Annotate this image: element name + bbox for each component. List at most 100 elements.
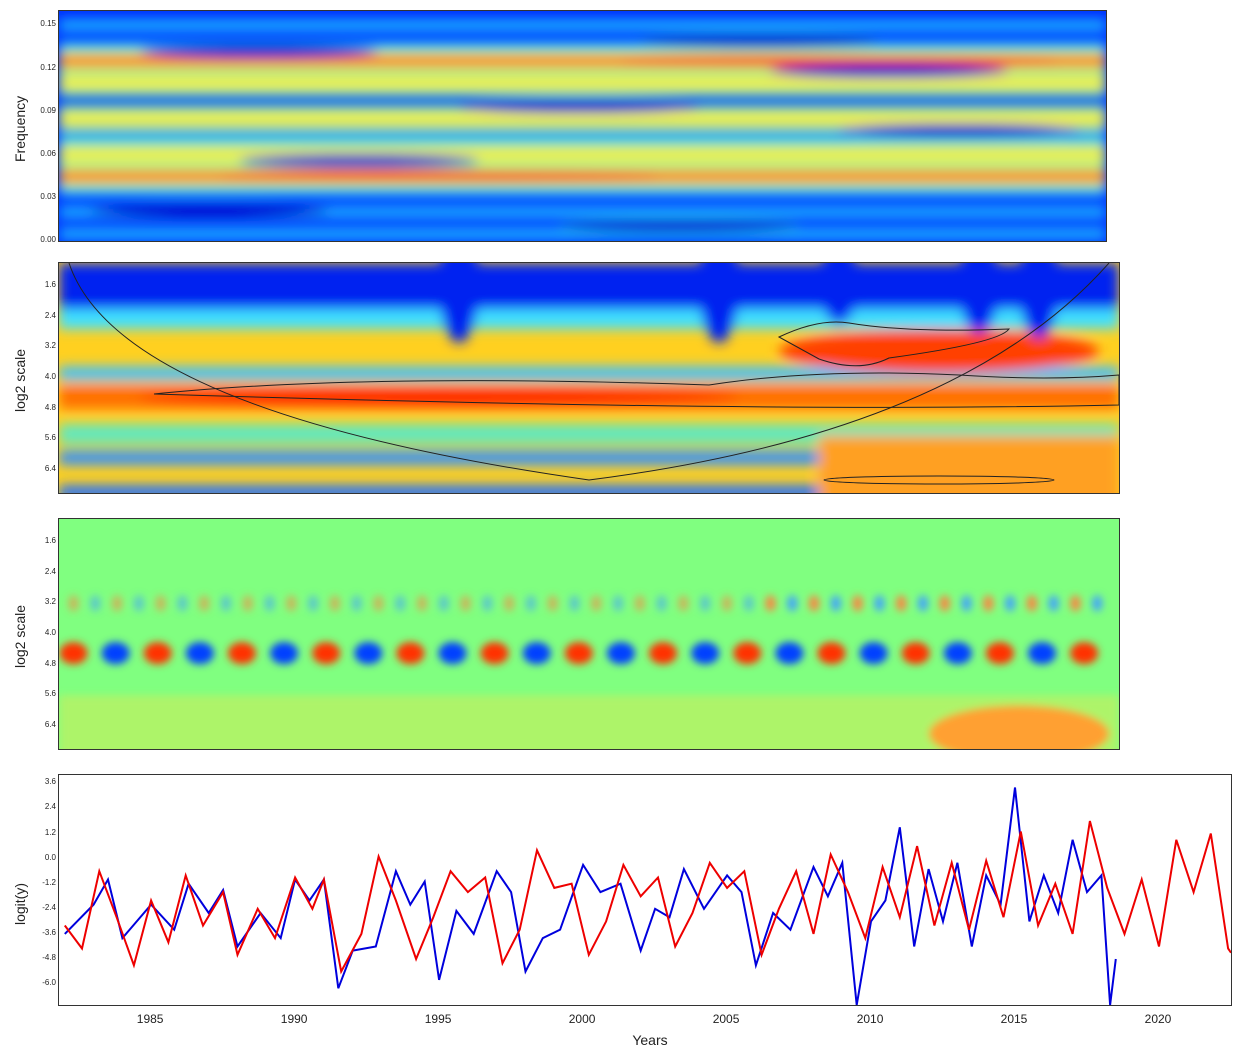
heatmap-cell xyxy=(59,73,1106,92)
frequency-heatmap xyxy=(58,10,1107,242)
heatmap-cell xyxy=(139,389,739,406)
heatmap-cell xyxy=(59,19,1106,32)
heatmap-cell xyxy=(59,309,1119,329)
y-tick-label: 4.8 xyxy=(44,658,56,668)
y-tick-label: 0.09 xyxy=(40,105,56,115)
frequency-heatmap-svg xyxy=(59,11,1106,241)
heatmap-cell xyxy=(939,595,950,612)
heatmap-cell xyxy=(439,263,479,343)
wavelet-power-svg xyxy=(59,263,1119,493)
heatmap-cell xyxy=(591,595,602,612)
heatmap-cell xyxy=(639,34,879,48)
logit-line-plot xyxy=(58,774,1232,1006)
wavelet-power-heatmap xyxy=(58,262,1120,494)
heatmap-cell xyxy=(917,595,928,612)
heatmap-cell xyxy=(59,366,1119,381)
y-tick-label: 3.2 xyxy=(44,341,56,351)
heatmap-cell xyxy=(569,595,580,612)
heatmap-cell xyxy=(480,642,509,665)
heatmap-cell xyxy=(606,642,635,665)
y-tick-label: -4.8 xyxy=(42,953,56,962)
heatmap-cell xyxy=(859,642,888,665)
heatmap-cell xyxy=(460,595,471,612)
heatmap-cell xyxy=(985,642,1014,665)
heatmap-cell xyxy=(896,595,907,612)
significance-contour xyxy=(823,475,1055,485)
heatmap-cell xyxy=(68,595,79,612)
y-tick-label: 1.2 xyxy=(44,827,56,837)
heatmap-cell xyxy=(59,145,1106,164)
heatmap-cell xyxy=(700,595,711,612)
x-tick-label: 2000 xyxy=(568,1012,596,1026)
y-tick-label: -6.0 xyxy=(42,978,56,988)
y-tick-label: 6.4 xyxy=(44,720,56,729)
heatmap-cell xyxy=(227,642,256,665)
heatmap-cell xyxy=(59,642,88,665)
y-tick-label: 6.4 xyxy=(44,464,56,473)
heatmap-cell xyxy=(308,595,319,612)
heatmap-cell xyxy=(177,595,188,612)
heatmap-cell xyxy=(351,595,362,612)
y-tick-label: 5.6 xyxy=(44,689,56,699)
heatmap-cell xyxy=(1070,595,1081,612)
heatmap-cell xyxy=(101,642,130,665)
heatmap-cell xyxy=(547,595,558,612)
heatmap-cell xyxy=(874,595,885,612)
heatmap-cell xyxy=(733,642,762,665)
heatmap-cell xyxy=(199,595,210,612)
series-line-0 xyxy=(64,787,1117,1005)
wavelet-real-svg xyxy=(59,595,1119,749)
heatmap-cell xyxy=(779,329,1099,374)
heatmap-cell xyxy=(852,595,863,612)
series-line-1 xyxy=(63,820,1231,975)
heatmap-cell xyxy=(691,642,720,665)
heatmap-cell xyxy=(564,642,593,665)
heatmap-cell xyxy=(286,595,297,612)
y-tick-label: -1.2 xyxy=(42,877,56,887)
heatmap-cell xyxy=(613,595,624,612)
heatmap-cell xyxy=(809,595,820,612)
heatmap-cell xyxy=(139,44,379,58)
logit-line-svg xyxy=(63,787,1231,1005)
heatmap-cell xyxy=(220,595,231,612)
heatmap-cell xyxy=(743,595,754,612)
heatmap-cell xyxy=(678,595,689,612)
heatmap-cell xyxy=(459,99,699,113)
y-tick-label: 2.4 xyxy=(44,566,56,576)
heatmap-cell xyxy=(312,642,341,665)
heatmap-cell xyxy=(239,154,479,168)
heatmap-cell xyxy=(482,595,493,612)
y-tick-label: 0.12 xyxy=(40,62,56,72)
heatmap-cell xyxy=(329,595,340,612)
x-axis-title: Years xyxy=(632,1032,668,1048)
heatmap-cell xyxy=(901,642,930,665)
heatmap-cell xyxy=(504,595,515,612)
heatmap-cell xyxy=(819,435,1119,493)
y-tick-label: 2.4 xyxy=(44,802,56,812)
y-tick-label: 0.03 xyxy=(40,191,56,201)
heatmap-cell xyxy=(1048,595,1059,612)
x-tick-label: 1985 xyxy=(136,1012,164,1026)
heatmap-cell xyxy=(438,595,449,612)
x-tick-label: 2020 xyxy=(1144,1012,1172,1026)
heatmap-cell xyxy=(1005,595,1016,612)
heatmap-cell xyxy=(219,171,659,182)
significance-contour xyxy=(153,372,1119,408)
heatmap-cell xyxy=(1070,642,1099,665)
heatmap-cell xyxy=(721,595,732,612)
y-tick-label: 5.6 xyxy=(44,433,56,443)
heatmap-cell xyxy=(90,595,101,612)
heatmap-cell xyxy=(983,595,994,612)
heatmap-cell xyxy=(559,219,799,233)
y-tick-label: -2.4 xyxy=(42,902,56,912)
y-tick-label: 3.2 xyxy=(44,597,56,607)
heatmap-cell xyxy=(775,642,804,665)
y-tick-label: 4.8 xyxy=(44,402,56,412)
heatmap-cell xyxy=(943,642,972,665)
heatmap-cell xyxy=(242,595,253,612)
y-tick-label: 2.4 xyxy=(44,310,56,320)
heatmap-cell xyxy=(59,109,1106,128)
x-tick-label: 2010 xyxy=(856,1012,884,1026)
heatmap-cell xyxy=(112,595,123,612)
heatmap-cell xyxy=(634,595,645,612)
